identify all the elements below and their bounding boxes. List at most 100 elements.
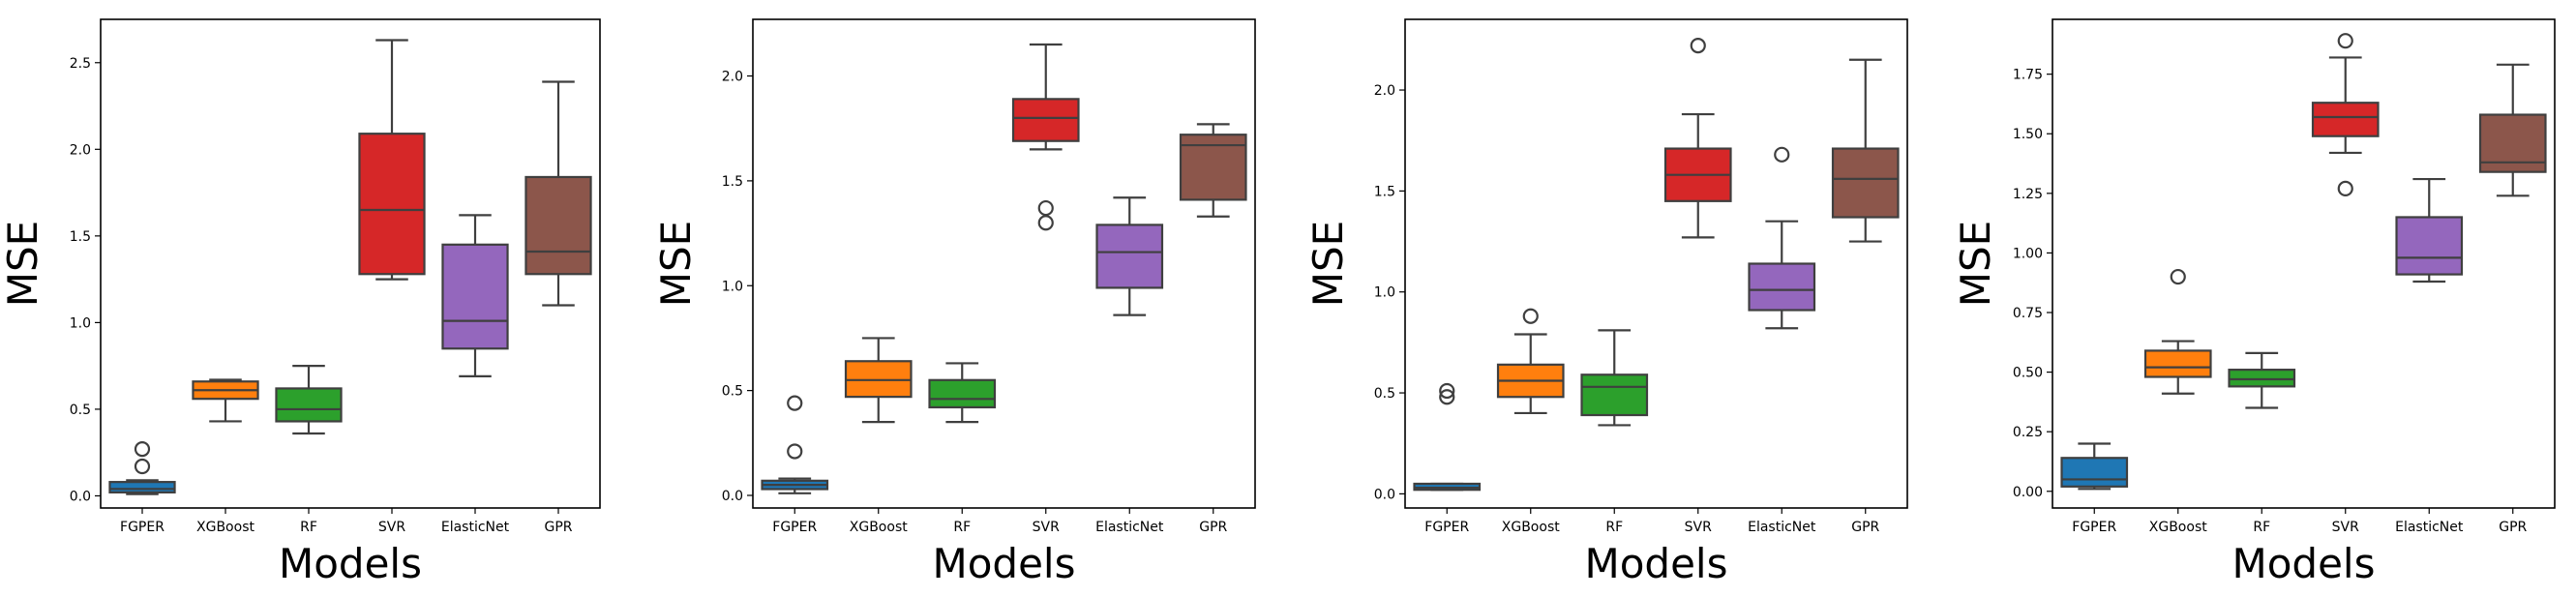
x-tick-label: RF	[953, 520, 971, 535]
box-iqr	[2143, 349, 2212, 378]
y-tick-label: 1.25	[2013, 187, 2043, 202]
y-tick-label: 1.0	[70, 315, 91, 331]
x-tick-label: XGBoost	[1502, 520, 1560, 535]
x-tick-label: SVR	[2332, 520, 2359, 535]
box-xgboost	[844, 337, 913, 424]
box-fgper	[1413, 382, 1482, 492]
axes-frame	[100, 18, 601, 509]
box-svr	[1663, 38, 1732, 239]
x-axis-title: Models	[2232, 540, 2376, 587]
box-rf	[928, 362, 997, 424]
box-gpr	[2478, 63, 2547, 197]
y-axis-title: MSE	[0, 221, 46, 307]
outlier-point	[134, 458, 151, 475]
box-iqr	[524, 175, 592, 276]
y-axis-title: MSE	[652, 221, 700, 307]
x-tick-label: ElasticNet	[1095, 520, 1164, 535]
outlier-point	[1037, 215, 1054, 231]
box-xgboost	[192, 378, 259, 423]
chart-panel-2: 0.0 0.5 1.0 1.5 2.0 FGPER XGBoost RF SVR ElasticN…	[652, 18, 1256, 587]
y-tick-label: 0.5	[1374, 386, 1395, 402]
y-tick-label: 2.0	[722, 70, 743, 85]
box-gpr	[1831, 58, 1900, 243]
x-tick-label: RF	[2253, 520, 2270, 535]
chart-panel-4: 0.00 0.25 0.50 0.75 1.00 1.25 1.50 1.75 FGPER XGB…	[1952, 18, 2556, 587]
box-iqr	[928, 378, 997, 409]
box-elasticnet	[1095, 196, 1164, 316]
outlier-point	[1037, 199, 1054, 217]
box-rf	[2228, 351, 2296, 409]
box-iqr	[1748, 262, 1816, 312]
x-tick-label: GPR	[1851, 520, 1879, 535]
box-iqr	[2395, 216, 2464, 276]
y-tick-label: 0.5	[70, 403, 91, 418]
x-tick-label: ElasticNet	[1748, 520, 1816, 535]
box-iqr	[1831, 147, 1900, 219]
x-tick-label: ElasticNet	[2395, 520, 2464, 535]
x-tick-label: SVR	[1033, 520, 1060, 535]
y-tick-label: 2.0	[70, 142, 91, 158]
x-tick-label: GPR	[544, 520, 572, 535]
x-tick-label: RF	[1605, 520, 1623, 535]
y-tick-label: 1.5	[70, 229, 91, 245]
chart-panel-3: 0.0 0.5 1.0 1.5 2.0 FGPER XGBoost RF SVR ElasticN…	[1304, 18, 1908, 587]
box-elasticnet	[441, 214, 509, 378]
x-tick-label: FGPER	[120, 520, 165, 535]
outlier-point	[2337, 33, 2353, 49]
y-tick-label: 0.5	[722, 384, 743, 400]
axes-frame	[2052, 18, 2556, 509]
outlier-point	[787, 395, 803, 411]
box-xgboost	[2143, 268, 2212, 395]
outlier-point	[1774, 146, 1790, 163]
box-iqr	[1580, 373, 1649, 417]
outlier-point	[1439, 389, 1455, 405]
box-svr	[2311, 33, 2380, 197]
box-elasticnet	[1748, 146, 1816, 330]
box-fgper	[2060, 442, 2129, 491]
axes-frame	[752, 18, 1256, 509]
box-iqr	[108, 481, 176, 493]
x-tick-label: XGBoost	[196, 520, 255, 535]
x-axis-title: Models	[933, 540, 1076, 587]
x-tick-label: FGPER	[2072, 520, 2116, 535]
box-rf	[1580, 329, 1649, 427]
y-tick-label: 0.50	[2013, 366, 2043, 381]
y-tick-label: 2.5	[70, 56, 91, 72]
y-tick-label: 0.0	[1374, 487, 1395, 502]
outlier-point	[1439, 382, 1455, 400]
y-tick-label: 1.50	[2013, 127, 2043, 142]
outlier-point	[1522, 308, 1539, 324]
box-iqr	[441, 243, 509, 350]
x-tick-label: XGBoost	[2149, 520, 2207, 535]
box-iqr	[358, 133, 426, 276]
outlier-point	[2337, 180, 2353, 197]
x-tick-label: RF	[300, 520, 317, 535]
y-tick-label: 1.75	[2013, 68, 2043, 83]
x-tick-label: SVR	[378, 520, 405, 535]
x-tick-label: SVR	[1685, 520, 1712, 535]
x-axis-title: Models	[1585, 540, 1728, 587]
outlier-point	[2170, 268, 2186, 285]
outlier-point	[1690, 38, 1706, 54]
box-iqr	[1011, 98, 1080, 142]
box-iqr	[2311, 102, 2380, 137]
y-axis-title: MSE	[1304, 221, 1352, 307]
x-tick-label: XGBoost	[850, 520, 908, 535]
box-svr	[358, 39, 426, 281]
y-tick-label: 1.0	[722, 279, 743, 294]
box-iqr	[275, 387, 343, 423]
x-axis-title: Models	[279, 540, 422, 587]
y-tick-label: 1.0	[1374, 285, 1395, 301]
y-tick-label: 1.00	[2013, 246, 2043, 261]
box-gpr	[524, 80, 592, 307]
axes-frame	[1404, 18, 1908, 509]
y-tick-label: 1.5	[1374, 184, 1395, 199]
y-tick-label: 0.0	[722, 489, 743, 504]
box-fgper	[761, 395, 829, 494]
y-tick-label: 0.0	[70, 489, 91, 504]
y-axis-title: MSE	[1952, 221, 1999, 307]
y-tick-label: 1.5	[722, 174, 743, 190]
box-iqr	[2228, 369, 2296, 388]
x-tick-label: GPR	[1199, 520, 1227, 535]
box-iqr	[1095, 224, 1164, 289]
